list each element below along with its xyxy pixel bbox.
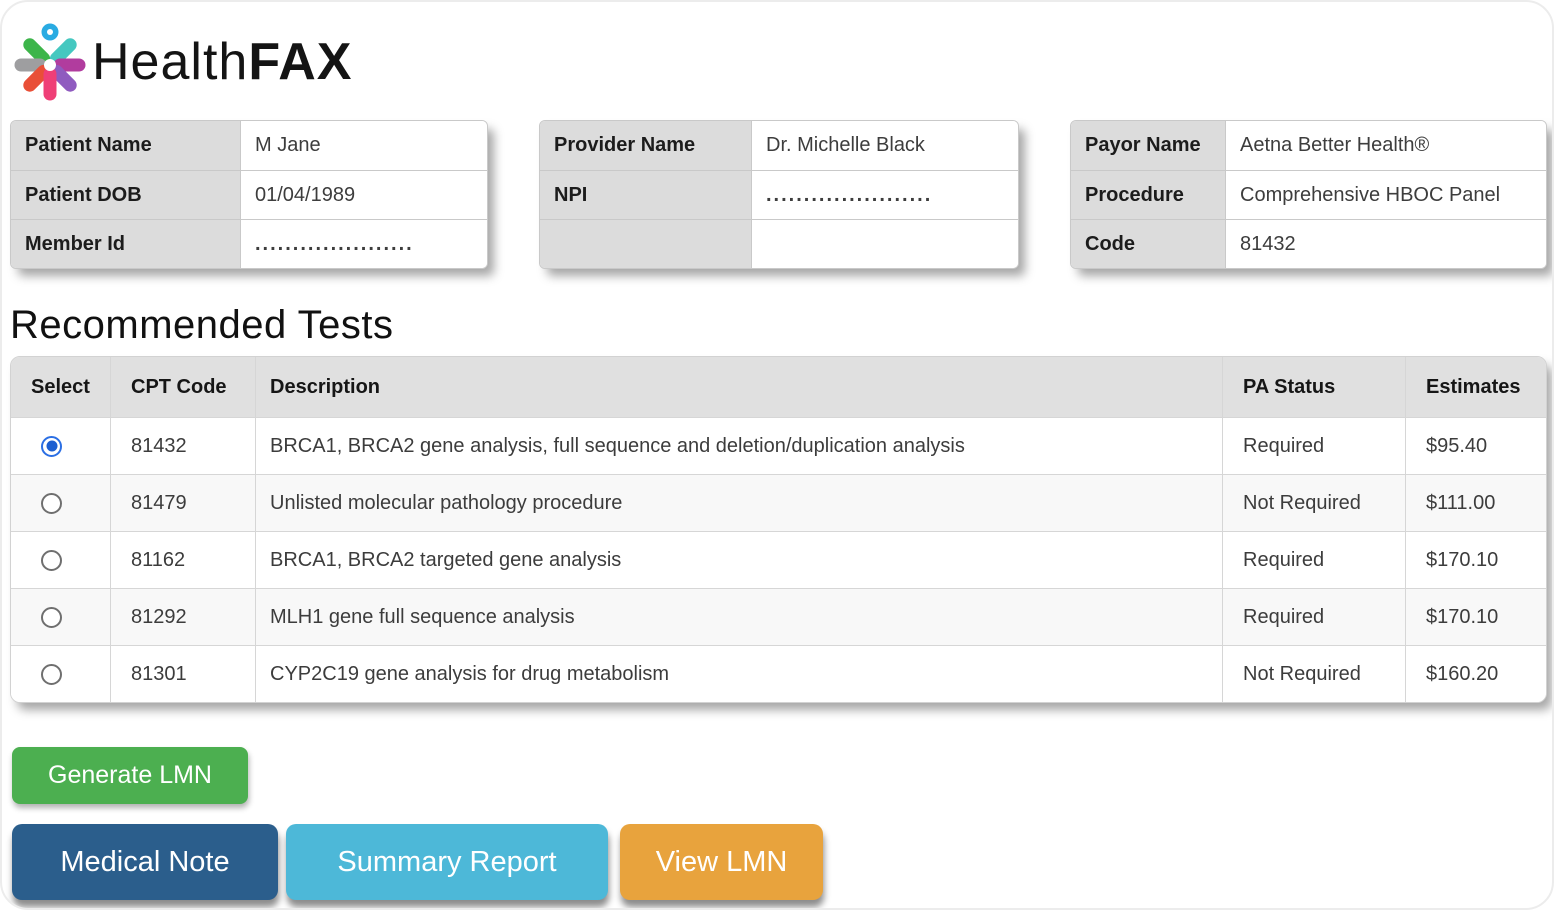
payor-name-value: Aetna Better Health® (1226, 121, 1546, 170)
select-cell (11, 475, 111, 531)
cpt-code-cell: 81162 (111, 532, 256, 588)
select-cell (11, 646, 111, 702)
procedure-value: Comprehensive HBOC Panel (1226, 171, 1546, 219)
test-row: 81162 BRCA1, BRCA2 targeted gene analysi… (11, 531, 1546, 588)
recommended-tests-heading: Recommended Tests (10, 303, 394, 347)
patient-name-label: Patient Name (11, 121, 241, 170)
pa-status-cell: Required (1223, 532, 1406, 588)
recommended-tests-table: Select CPT Code Description PA Status Es… (10, 356, 1547, 703)
cpt-code-cell: 81292 (111, 589, 256, 645)
test-row: 81292 MLH1 gene full sequence analysis R… (11, 588, 1546, 645)
procedure-code-row: Code 81432 (1071, 219, 1546, 268)
test-row: 81301 CYP2C19 gene analysis for drug met… (11, 645, 1546, 702)
brand-name-bold: FAX (248, 33, 353, 91)
test-row: 81479 Unlisted molecular pathology proce… (11, 474, 1546, 531)
test-radio[interactable] (41, 435, 62, 457)
procedure-row: Procedure Comprehensive HBOC Panel (1071, 170, 1546, 219)
test-radio[interactable] (41, 549, 62, 571)
pa-status-cell: Required (1223, 418, 1406, 474)
member-id-label: Member Id (11, 220, 241, 268)
pa-status-cell: Not Required (1223, 475, 1406, 531)
col-header-pa-status: PA Status (1223, 357, 1406, 417)
case-info-section: Patient Name M Jane Patient DOB 01/04/19… (10, 120, 1547, 269)
cpt-code-cell: 81479 (111, 475, 256, 531)
estimate-cell: $95.40 (1426, 434, 1488, 457)
payor-name-label: Payor Name (1071, 121, 1226, 170)
provider-empty-value (752, 220, 1018, 268)
description-cell: MLH1 gene full sequence analysis (256, 589, 1223, 645)
patient-name-row: Patient Name M Jane (11, 121, 487, 170)
provider-info-table: Provider Name Dr. Michelle Black NPI ...… (539, 120, 1019, 269)
provider-name-label: Provider Name (540, 121, 752, 170)
view-lmn-button[interactable]: View LMN (620, 824, 823, 900)
test-radio[interactable] (41, 663, 62, 685)
select-cell (11, 589, 111, 645)
col-header-estimates: Estimates (1426, 375, 1521, 398)
procedure-label: Procedure (1071, 171, 1226, 219)
description-cell: BRCA1, BRCA2 gene analysis, full sequenc… (256, 418, 1223, 474)
description-cell: BRCA1, BRCA2 targeted gene analysis (256, 532, 1223, 588)
select-cell (11, 532, 111, 588)
estimate-cell: $170.10 (1426, 548, 1499, 571)
test-radio[interactable] (41, 492, 62, 514)
estimate-cell: $160.20 (1426, 662, 1499, 685)
pa-status-cell: Not Required (1223, 646, 1406, 702)
description-cell: Unlisted molecular pathology procedure (256, 475, 1223, 531)
summary-report-button[interactable]: Summary Report (286, 824, 608, 900)
report-buttons-row: Medical Note Summary Report View LMN (12, 824, 1544, 900)
test-radio[interactable] (41, 606, 62, 628)
provider-name-row: Provider Name Dr. Michelle Black (540, 121, 1018, 170)
patient-info-table: Patient Name M Jane Patient DOB 01/04/19… (10, 120, 488, 269)
brand-header: HealthFAX (10, 16, 1544, 108)
col-header-select: Select (11, 357, 111, 417)
test-row: 81432 BRCA1, BRCA2 gene analysis, full s… (11, 417, 1546, 474)
provider-empty-label (540, 220, 752, 268)
procedure-code-label: Code (1071, 220, 1226, 268)
provider-name-value: Dr. Michelle Black (752, 121, 1018, 170)
provider-empty-row (540, 219, 1018, 268)
select-cell (11, 418, 111, 474)
patient-name-value: M Jane (241, 121, 487, 170)
payor-name-row: Payor Name Aetna Better Health® (1071, 121, 1546, 170)
npi-row: NPI ...................... (540, 170, 1018, 219)
patient-dob-value: 01/04/1989 (241, 171, 487, 219)
description-cell: CYP2C19 gene analysis for drug metabolis… (256, 646, 1223, 702)
pa-status-cell: Required (1223, 589, 1406, 645)
member-id-masked-value: ..................... (241, 220, 487, 268)
payor-info-table: Payor Name Aetna Better Health® Procedur… (1070, 120, 1547, 269)
cpt-code-cell: 81301 (111, 646, 256, 702)
procedure-code-value: 81432 (1226, 220, 1546, 268)
brand-name-regular: Health (92, 33, 249, 91)
patient-dob-label: Patient DOB (11, 171, 241, 219)
cpt-code-cell: 81432 (111, 418, 256, 474)
col-header-description: Description (256, 357, 1223, 417)
patient-dob-row: Patient DOB 01/04/1989 (11, 170, 487, 219)
medical-note-button[interactable]: Medical Note (12, 824, 278, 900)
generate-lmn-button[interactable]: Generate LMN (12, 747, 248, 804)
col-header-cpt-code: CPT Code (111, 357, 256, 417)
healthfax-starburst-icon (14, 23, 86, 101)
npi-masked-value: ...................... (752, 171, 1018, 219)
npi-label: NPI (540, 171, 752, 219)
member-id-row: Member Id ..................... (11, 219, 487, 268)
estimate-cell: $170.10 (1426, 605, 1499, 628)
brand-name: HealthFAX (92, 32, 352, 92)
estimate-cell: $111.00 (1426, 491, 1496, 514)
tests-table-header: Select CPT Code Description PA Status Es… (11, 357, 1546, 417)
